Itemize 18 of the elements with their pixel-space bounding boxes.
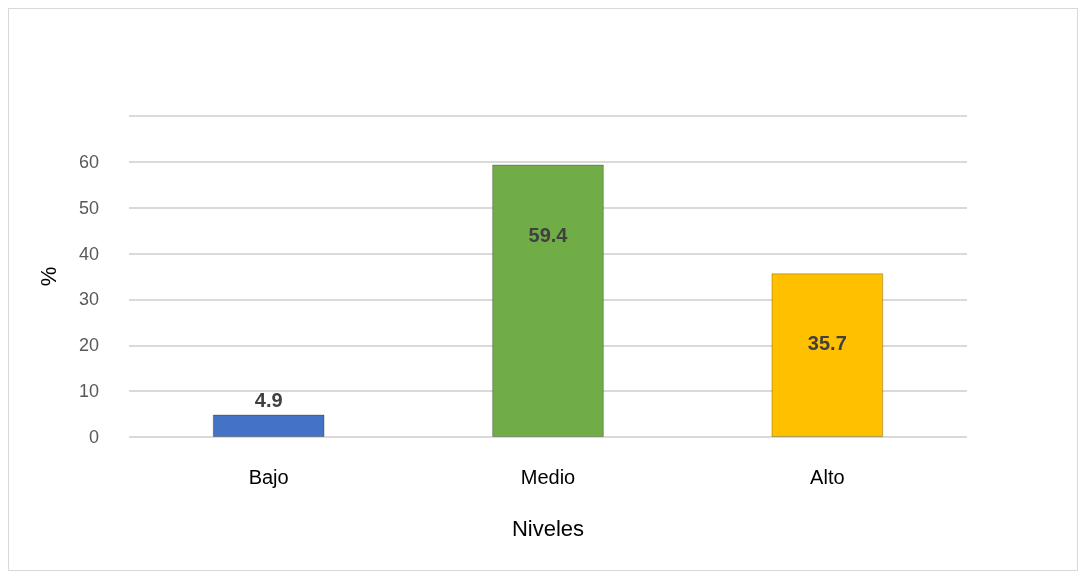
y-tick-label: 0: [88, 427, 99, 447]
x-tick-label: Alto: [810, 466, 845, 488]
bar: [212, 414, 325, 437]
y-tick-label: 40: [78, 243, 99, 264]
y-tick-label: 20: [78, 335, 99, 356]
x-tick-label: Medio: [520, 466, 576, 488]
y-tick-label: 50: [78, 197, 99, 218]
bar: [492, 164, 604, 437]
data-label: 59.4: [528, 223, 569, 246]
y-tick-label: 10: [78, 381, 99, 402]
x-tick-label: Bajo: [248, 466, 289, 488]
x-axis-title: Niveles: [511, 515, 585, 541]
y-axis-title: %: [35, 266, 61, 287]
data-label: 35.7: [807, 332, 847, 355]
y-tick-label: 30: [78, 289, 99, 310]
y-tick-label: 60: [78, 151, 99, 172]
data-label: 4.9: [254, 388, 283, 411]
bar: [771, 273, 884, 437]
